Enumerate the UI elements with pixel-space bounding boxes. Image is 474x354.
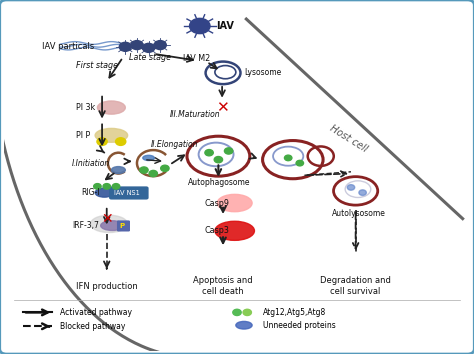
Circle shape (205, 150, 213, 156)
Text: Blocked pathway: Blocked pathway (60, 322, 126, 331)
Ellipse shape (98, 101, 125, 114)
Text: Lysosome: Lysosome (244, 68, 281, 78)
Text: RIG-I: RIG-I (81, 188, 100, 197)
Circle shape (94, 184, 101, 189)
Circle shape (97, 138, 107, 145)
Circle shape (140, 167, 148, 173)
Circle shape (347, 185, 355, 190)
Ellipse shape (143, 155, 155, 160)
Ellipse shape (91, 215, 128, 233)
Circle shape (190, 18, 210, 34)
Circle shape (131, 41, 143, 50)
Text: Apoptosis and
cell death: Apoptosis and cell death (193, 276, 253, 296)
Text: Activated pathway: Activated pathway (60, 308, 132, 317)
Text: ✕: ✕ (101, 212, 112, 225)
Circle shape (116, 138, 126, 145)
Ellipse shape (95, 129, 128, 142)
Text: Atg12,Atg5,Atg8: Atg12,Atg5,Atg8 (263, 308, 326, 317)
Text: I.Initiation: I.Initiation (72, 159, 110, 167)
Ellipse shape (100, 221, 124, 230)
Text: III.Maturation: III.Maturation (170, 110, 220, 119)
Circle shape (143, 43, 155, 52)
Text: Autolysosome: Autolysosome (332, 209, 386, 218)
Text: Degradation and
cell survival: Degradation and cell survival (320, 276, 391, 296)
Circle shape (154, 41, 166, 50)
Text: IAV particals: IAV particals (42, 42, 94, 51)
Circle shape (214, 156, 223, 163)
Text: Casp9: Casp9 (204, 199, 229, 207)
Circle shape (161, 165, 169, 171)
Text: First stage: First stage (76, 61, 118, 70)
Circle shape (119, 42, 131, 51)
Ellipse shape (345, 181, 371, 198)
Text: Host cell: Host cell (328, 123, 369, 154)
Text: Casp3: Casp3 (204, 226, 229, 235)
Text: II.Elongation: II.Elongation (151, 139, 199, 149)
Circle shape (284, 155, 292, 161)
FancyBboxPatch shape (117, 221, 130, 232)
Text: Autophagosome: Autophagosome (188, 178, 251, 187)
Ellipse shape (217, 194, 252, 212)
Circle shape (149, 170, 157, 177)
Text: IRF-3,7: IRF-3,7 (72, 221, 99, 230)
Circle shape (103, 184, 110, 189)
Ellipse shape (236, 321, 252, 329)
FancyBboxPatch shape (109, 186, 149, 200)
Text: PI P: PI P (76, 131, 91, 140)
Ellipse shape (111, 167, 125, 173)
Circle shape (112, 184, 120, 189)
Text: IAV NS1: IAV NS1 (114, 190, 139, 196)
Circle shape (296, 160, 303, 166)
Text: IAV: IAV (216, 21, 234, 31)
Text: Late stage: Late stage (129, 53, 171, 62)
Text: IFN production: IFN production (76, 282, 137, 291)
Ellipse shape (95, 188, 114, 197)
Text: ✕: ✕ (216, 100, 228, 115)
Text: P: P (120, 223, 125, 229)
Circle shape (243, 309, 251, 315)
Text: IAV M2: IAV M2 (183, 55, 211, 63)
Text: PI 3k: PI 3k (76, 103, 96, 112)
Text: Unneeded proteins: Unneeded proteins (263, 321, 335, 330)
Circle shape (224, 148, 233, 154)
Ellipse shape (215, 221, 255, 240)
Circle shape (359, 190, 366, 195)
Circle shape (233, 309, 241, 315)
